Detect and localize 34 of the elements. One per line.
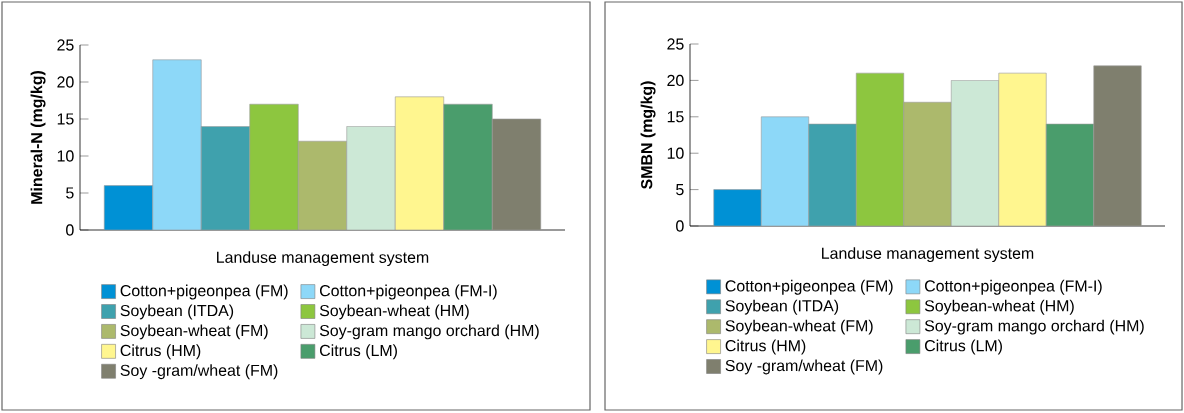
y-tick-label: 15 [667,111,684,123]
y-tick-label: 0 [66,224,74,236]
y-tick-label: 10 [667,147,684,159]
legend-label: Citrus (LM) [925,339,1002,355]
legend-label: Cotton+pigeonpea (FM) [725,279,893,295]
legend-label: Citrus (LM) [319,344,397,360]
legend-label: Citrus (HM) [725,339,806,355]
y-tick-label: 5 [676,184,684,196]
legend-label: Citrus (HM) [120,344,201,360]
legend-label: Soy -gram/wheat (FM) [725,359,883,375]
legend-label: Soybean (ITDA) [120,304,234,320]
legend-label: Soy-gram mango orchard (HM) [924,319,1144,335]
y-tick-label: 25 [667,38,684,50]
legend-label: Cotton+pigeonpea (FM-I) [925,279,1102,295]
legend-label: Soy -gram/wheat (FM) [120,364,278,380]
y-tick-label: 20 [667,74,684,87]
legend-label: Cotton+pigeonpea (FM) [120,284,288,300]
x-axis-title: Landuse management system [217,251,429,267]
y-tick-label: 15 [57,113,74,125]
y-tick-label: 5 [66,187,74,199]
legend-label: Cotton+pigeonpea (FM-I) [319,284,497,300]
y-axis-title: SMBN (mg/kg) [640,81,656,189]
legend-label: Soybean (ITDA) [725,299,839,315]
legend-label: Soybean-wheat (HM) [319,304,469,320]
x-axis-title: Landuse management system [822,247,1034,263]
legend-label: Soy-gram mango orchard (HM) [319,324,539,340]
y-tick-label: 10 [57,150,74,162]
legend-label: Soybean-wheat (FM) [725,319,873,335]
y-axis-title: Mineral-N (mg/kg) [30,71,46,204]
legend-label: Soybean-wheat (FM) [120,324,268,340]
legend-label: Soybean-wheat (HM) [924,299,1074,315]
y-tick-label: 0 [676,220,684,232]
y-tick-label: 25 [57,39,74,51]
y-tick-label: 20 [57,76,74,88]
